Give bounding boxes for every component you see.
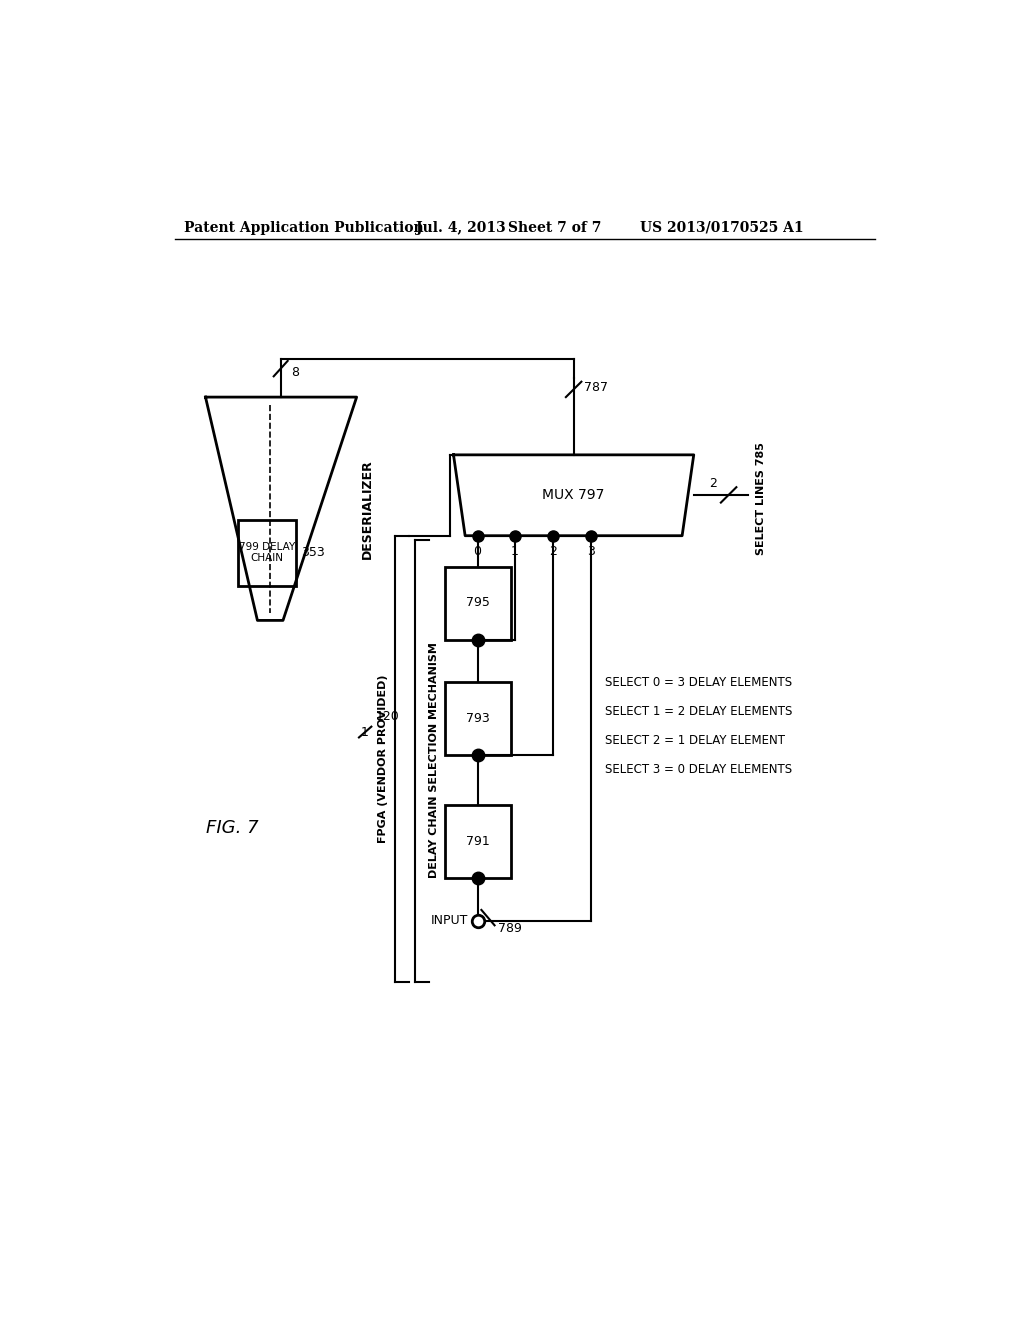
Text: FIG. 7: FIG. 7 (206, 820, 258, 837)
Bar (445, 566, 511, 640)
Text: 789: 789 (498, 921, 521, 935)
Text: SELECT 3 = 0 DELAY ELEMENTS: SELECT 3 = 0 DELAY ELEMENTS (604, 763, 792, 776)
Text: 793: 793 (466, 711, 489, 725)
Bar (238, 520, 296, 586)
Text: SELECT 0 = 3 DELAY ELEMENTS: SELECT 0 = 3 DELAY ELEMENTS (604, 676, 792, 689)
Text: SELECT 1 = 2 DELAY ELEMENTS: SELECT 1 = 2 DELAY ELEMENTS (604, 705, 792, 718)
Text: US 2013/0170525 A1: US 2013/0170525 A1 (640, 220, 803, 235)
Text: 120: 120 (376, 710, 399, 723)
Text: DELAY CHAIN SELECTION MECHANISM: DELAY CHAIN SELECTION MECHANISM (429, 643, 439, 879)
Text: 8: 8 (292, 366, 300, 379)
Bar (445, 805, 511, 878)
Text: 787: 787 (584, 381, 607, 395)
Text: Jul. 4, 2013: Jul. 4, 2013 (417, 220, 506, 235)
Bar (445, 682, 511, 755)
Text: 353: 353 (301, 546, 325, 560)
Text: 3: 3 (588, 545, 595, 557)
Text: 1: 1 (360, 726, 369, 739)
Text: 1: 1 (511, 545, 519, 557)
Text: FPGA (VENDOR PROVIDED): FPGA (VENDOR PROVIDED) (378, 675, 388, 843)
Text: 2: 2 (710, 477, 717, 490)
Text: 799 DELAY
CHAIN: 799 DELAY CHAIN (239, 541, 295, 564)
Text: 0: 0 (473, 545, 481, 557)
Text: Patent Application Publication: Patent Application Publication (183, 220, 424, 235)
Text: 791: 791 (466, 834, 489, 847)
Text: DESERIALIZER: DESERIALIZER (361, 459, 374, 558)
Text: INPUT: INPUT (431, 915, 468, 927)
Text: SELECT LINES 785: SELECT LINES 785 (756, 442, 766, 556)
Text: Sheet 7 of 7: Sheet 7 of 7 (508, 220, 601, 235)
Text: 795: 795 (466, 597, 489, 610)
Text: SELECT 2 = 1 DELAY ELEMENT: SELECT 2 = 1 DELAY ELEMENT (604, 734, 784, 747)
Text: MUX 797: MUX 797 (543, 488, 605, 502)
Text: 2: 2 (549, 545, 557, 557)
